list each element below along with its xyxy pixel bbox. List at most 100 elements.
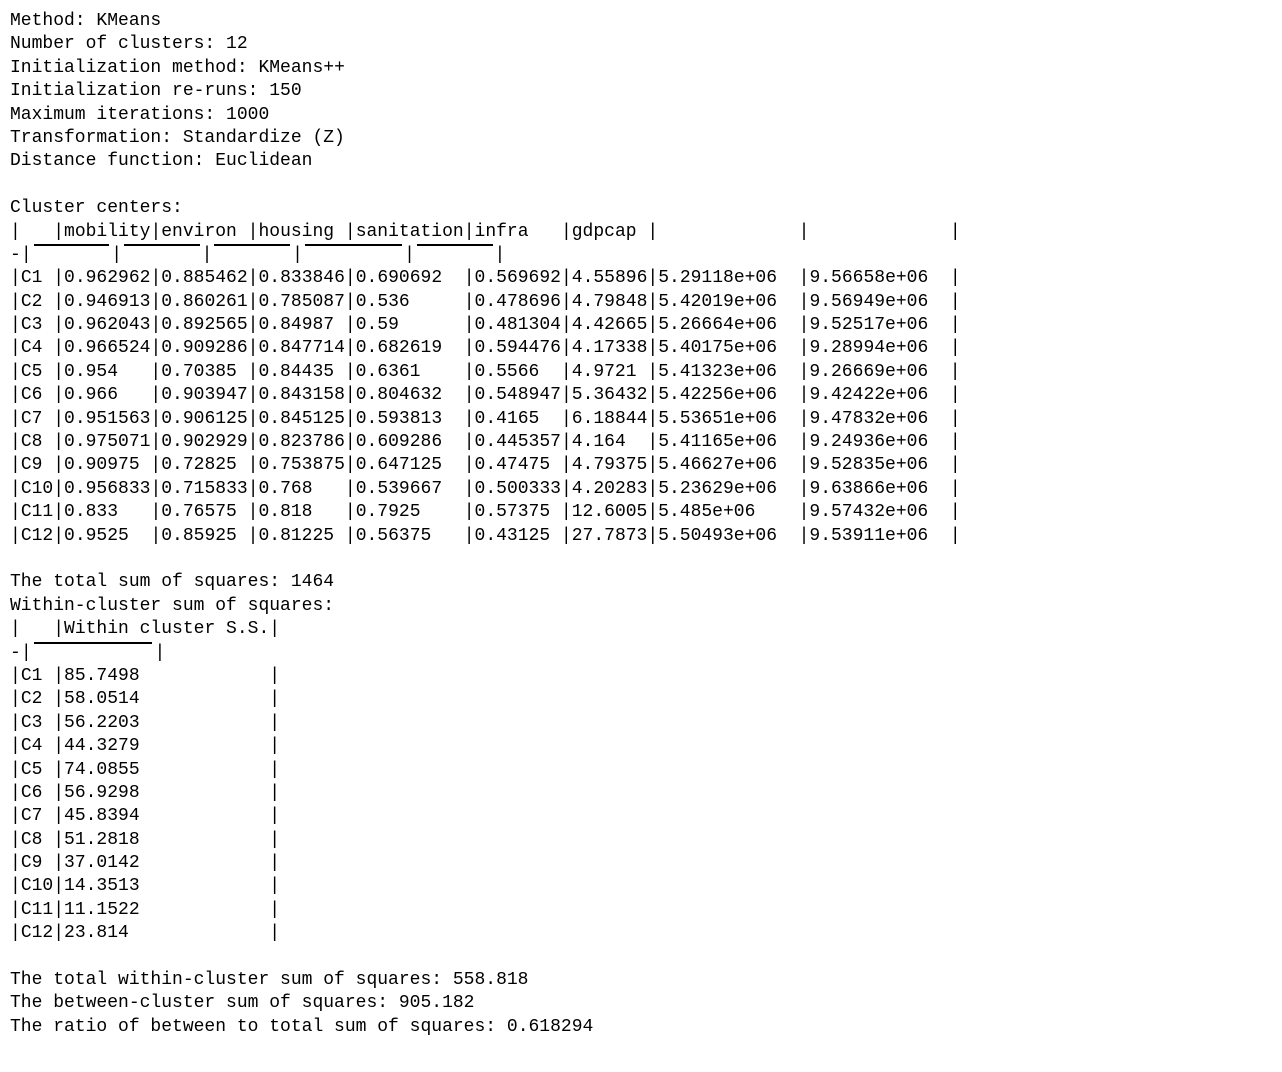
total-within-line: The total within-cluster sum of squares:… (10, 969, 1272, 992)
centers-table-cell: 5.23629e+06 (658, 478, 798, 501)
param-label: Method: (10, 11, 96, 31)
centers-table-cell: 0.962962 (64, 267, 150, 290)
centers-table-cell: 0.682619 (356, 337, 464, 360)
param-init-method: Initialization method: KMeans++ (10, 57, 1272, 80)
within-table-cell: 85.7498 (64, 665, 269, 688)
centers-table-cell: C2 (21, 291, 53, 314)
param-label: Transformation: (10, 128, 183, 148)
centers-table-cell: 5.40175e+06 (658, 337, 798, 360)
within-table-cell: 58.0514 (64, 688, 269, 711)
centers-table-cell: 9.52517e+06 (809, 314, 949, 337)
centers-table-cell: 0.59 (356, 314, 464, 337)
centers-table-cell: 9.52835e+06 (809, 454, 949, 477)
param-label: Distance function: (10, 151, 215, 171)
centers-table-cell: 5.41165e+06 (658, 431, 798, 454)
centers-table-cell: 6.18844 (572, 408, 648, 431)
centers-table-cell: 0.823786 (258, 431, 344, 454)
centers-table-cell: 0.715833 (161, 478, 247, 501)
centers-table-cell: 0.833846 (258, 267, 344, 290)
centers-table-cell: 0.966 (64, 384, 150, 407)
within-table-header: | |Within cluster S.S.| (10, 618, 1272, 641)
centers-table-cell: 4.20283 (572, 478, 648, 501)
within-table-cell: 45.8394 (64, 805, 269, 828)
centers-table-cell: 4.79848 (572, 291, 648, 314)
centers-table-cell: 0.500333 (475, 478, 561, 501)
param-value: KMeans (96, 11, 161, 31)
centers-table-cell: 0.647125 (356, 454, 464, 477)
param-value: Standardize (Z) (183, 128, 345, 148)
ratio-line: The ratio of between to total sum of squ… (10, 1016, 1272, 1039)
between-label: The between-cluster sum of squares: (10, 993, 399, 1013)
within-table-cell: C6 (21, 782, 53, 805)
centers-table-col-header: infra (475, 221, 561, 244)
centers-table-cell: C3 (21, 314, 53, 337)
param-method: Method: KMeans (10, 10, 1272, 33)
between-line: The between-cluster sum of squares: 905.… (10, 992, 1272, 1015)
within-table-cell: 23.814 (64, 922, 269, 945)
centers-table-row: |C5 |0.954 |0.70385 |0.84435 |0.6361 |0.… (10, 361, 1272, 384)
centers-table-cell: 0.548947 (475, 384, 561, 407)
ratio-label: The ratio of between to total sum of squ… (10, 1017, 507, 1037)
centers-table-cell: 27.7873 (572, 525, 648, 548)
within-table-row: |C11|11.1522 | (10, 899, 1272, 922)
centers-table-cell: 0.481304 (475, 314, 561, 337)
centers-table-cell: 4.9721 (572, 361, 648, 384)
centers-table-header: | |mobility|environ |housing |sanitation… (10, 221, 1272, 244)
centers-table-row: |C2 |0.946913|0.860261|0.785087|0.536 |0… (10, 291, 1272, 314)
centers-table-cell: 9.26669e+06 (809, 361, 949, 384)
centers-table-cell: 0.5566 (475, 361, 561, 384)
centers-table-cell: 4.17338 (572, 337, 648, 360)
centers-table-cell: 0.84435 (258, 361, 344, 384)
centers-table-cell: 0.539667 (356, 478, 464, 501)
centers-table-cell: 0.902929 (161, 431, 247, 454)
centers-table-row: |C6 |0.966 |0.903947|0.843158|0.804632 |… (10, 384, 1272, 407)
centers-table-cell: C11 (21, 501, 53, 524)
within-table-cell: 37.0142 (64, 852, 269, 875)
centers-table-cell: 12.6005 (572, 501, 648, 524)
centers-table-cell: 0.90975 (64, 454, 150, 477)
param-distance: Distance function: Euclidean (10, 150, 1272, 173)
within-heading: Within-cluster sum of squares: (10, 595, 1272, 618)
centers-table-cell: 0.9525 (64, 525, 150, 548)
centers-table-cell: 5.42256e+06 (658, 384, 798, 407)
centers-table-cell: 5.29118e+06 (658, 267, 798, 290)
total-within-value: 558.818 (453, 970, 529, 990)
centers-table-cell: 4.164 (572, 431, 648, 454)
centers-table-cell: 0.594476 (475, 337, 561, 360)
centers-table-cell: 9.42422e+06 (809, 384, 949, 407)
total-ss-label: The total sum of squares: (10, 572, 291, 592)
centers-table-cell: 0.946913 (64, 291, 150, 314)
within-table-cell: 56.9298 (64, 782, 269, 805)
param-label: Initialization method: (10, 58, 258, 78)
centers-table-cell: 0.909286 (161, 337, 247, 360)
within-table-row: |C3 |56.2203 | (10, 712, 1272, 735)
centers-table-cell: 0.785087 (258, 291, 344, 314)
centers-table-col-header (658, 221, 798, 244)
centers-table-cell: 5.53651e+06 (658, 408, 798, 431)
within-table-cell: 56.2203 (64, 712, 269, 735)
within-table-row: |C5 |74.0855 | (10, 759, 1272, 782)
centers-table-col-header: sanitation (356, 221, 464, 244)
within-table-row: |C8 |51.2818 | (10, 829, 1272, 852)
param-value: 12 (226, 34, 248, 54)
centers-table-cell: 5.36432 (572, 384, 648, 407)
centers-table-cell: C1 (21, 267, 53, 290)
within-table-cell: C12 (21, 922, 53, 945)
within-table-col-header (21, 618, 53, 641)
centers-table-cell: 0.85925 (161, 525, 247, 548)
centers-table-cell: 0.975071 (64, 431, 150, 454)
centers-table-cell: 0.966524 (64, 337, 150, 360)
centers-table-cell: 0.892565 (161, 314, 247, 337)
centers-table-cell: 0.954 (64, 361, 150, 384)
centers-table-cell: 0.753875 (258, 454, 344, 477)
centers-table-cell: 0.690692 (356, 267, 464, 290)
centers-table-row: |C7 |0.951563|0.906125|0.845125|0.593813… (10, 408, 1272, 431)
centers-table-cell: C9 (21, 454, 53, 477)
centers-heading: Cluster centers: (10, 197, 1272, 220)
param-value: Euclidean (215, 151, 312, 171)
centers-table-cell: 0.4165 (475, 408, 561, 431)
within-table-cell: C9 (21, 852, 53, 875)
centers-table-cell: 0.804632 (356, 384, 464, 407)
centers-table-cell: 0.47475 (475, 454, 561, 477)
centers-table-cell: 0.81225 (258, 525, 344, 548)
